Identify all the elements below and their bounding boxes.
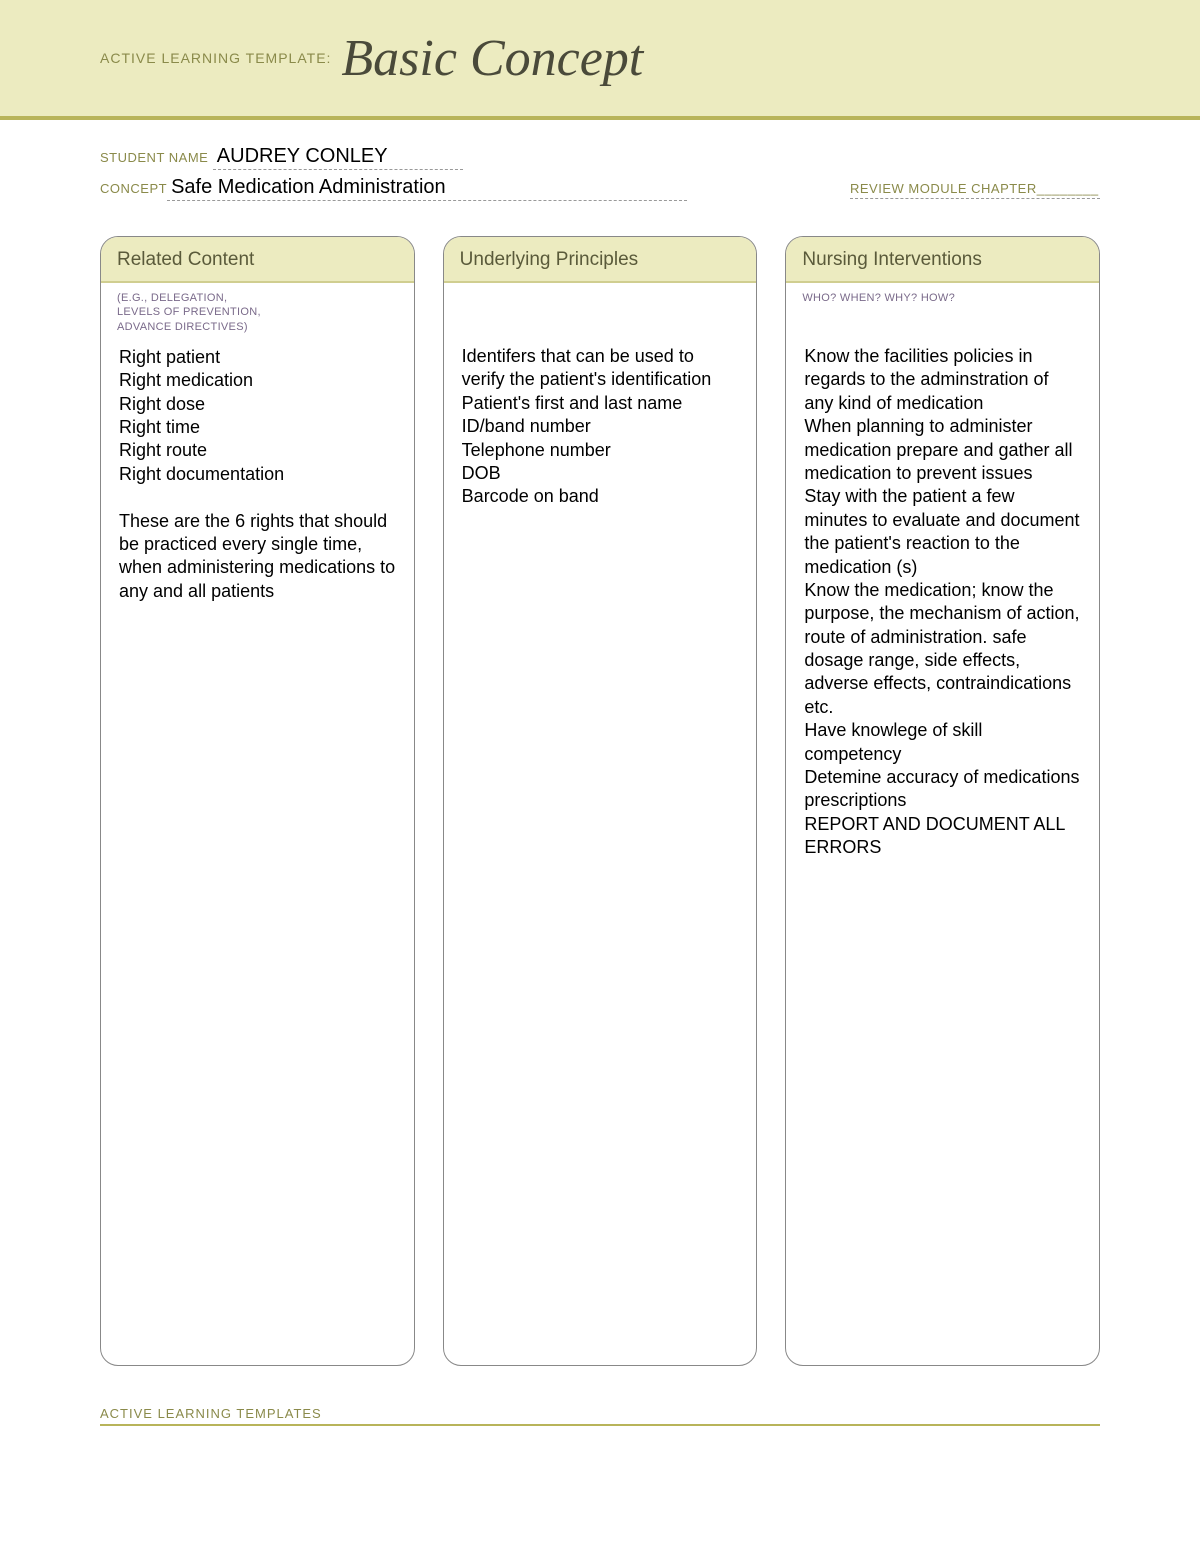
content-area: STUDENT NAME AUDREY CONLEY CONCEPT Safe … (0, 120, 1200, 1406)
student-name-value: AUDREY CONLEY (213, 145, 463, 170)
review-chapter-label: REVIEW MODULE CHAPTER________ (850, 181, 1100, 199)
student-name-label: STUDENT NAME (100, 150, 208, 165)
columns-container: Related Content (E.G., DELEGATION, LEVEL… (100, 236, 1100, 1366)
banner: ACTIVE LEARNING TEMPLATE: Basic Concept (0, 0, 1200, 120)
card-header: Related Content (101, 237, 414, 283)
card-subtitle (444, 283, 757, 333)
card-title: Nursing Interventions (802, 249, 1083, 271)
banner-title: Basic Concept (341, 29, 643, 88)
card-subtitle: WHO? WHEN? WHY? HOW? (786, 283, 1099, 333)
concept-value: Safe Medication Administration (167, 176, 687, 201)
concept-group: CONCEPT Safe Medication Administration (100, 176, 687, 201)
card-body: Identifers that can be used to verify th… (444, 333, 757, 521)
card-nursing-interventions: Nursing Interventions WHO? WHEN? WHY? HO… (785, 236, 1100, 1366)
banner-label: ACTIVE LEARNING TEMPLATE: (100, 50, 331, 66)
footer: ACTIVE LEARNING TEMPLATES (0, 1406, 1200, 1456)
student-name-row: STUDENT NAME AUDREY CONLEY (100, 145, 1100, 170)
card-header: Underlying Principles (444, 237, 757, 283)
card-subtitle: (E.G., DELEGATION, LEVELS OF PREVENTION,… (101, 283, 414, 334)
card-title: Related Content (117, 249, 398, 271)
footer-text: ACTIVE LEARNING TEMPLATES (100, 1406, 1100, 1426)
card-body: Know the facilities policies in regards … (786, 333, 1099, 872)
card-underlying-principles: Underlying Principles Identifers that ca… (443, 236, 758, 1366)
card-body: Right patient Right medication Right dos… (101, 334, 414, 615)
concept-label: CONCEPT (100, 181, 167, 196)
concept-row: CONCEPT Safe Medication Administration R… (100, 176, 1100, 201)
card-title: Underlying Principles (460, 249, 741, 271)
card-related-content: Related Content (E.G., DELEGATION, LEVEL… (100, 236, 415, 1366)
card-header: Nursing Interventions (786, 237, 1099, 283)
